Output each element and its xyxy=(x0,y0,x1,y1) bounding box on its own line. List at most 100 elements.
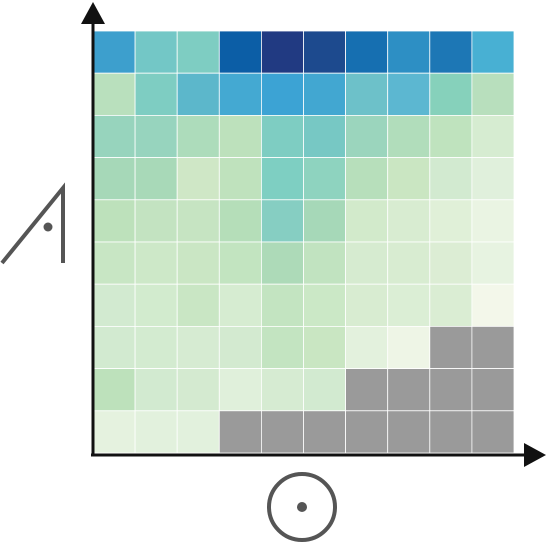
heatmap-cell xyxy=(304,73,346,115)
heatmap-cell-missing xyxy=(472,326,514,368)
heatmap-cell xyxy=(430,73,472,115)
heatmap-cell xyxy=(261,158,303,200)
heatmap-cell xyxy=(93,200,135,242)
heatmap-cell xyxy=(346,284,388,326)
heatmap-cell-missing xyxy=(346,411,388,453)
heatmap-cell xyxy=(304,326,346,368)
heatmap-cell xyxy=(135,284,177,326)
heatmap-cell xyxy=(388,200,430,242)
heatmap-cell xyxy=(219,284,261,326)
heatmap-cell xyxy=(135,242,177,284)
heatmap-cell xyxy=(219,200,261,242)
heatmap-cell xyxy=(472,284,514,326)
heatmap-cell xyxy=(388,73,430,115)
heatmap-cell xyxy=(346,31,388,73)
heatmap-cell xyxy=(261,242,303,284)
heatmap-cell xyxy=(177,158,219,200)
heatmap-cell xyxy=(177,200,219,242)
heatmap-cell-missing xyxy=(388,411,430,453)
heatmap-cell xyxy=(430,242,472,284)
heatmap-cell xyxy=(135,158,177,200)
heatmap-cell xyxy=(219,115,261,157)
heatmap-cell xyxy=(93,115,135,157)
heatmap-cell xyxy=(261,73,303,115)
heatmap-cell xyxy=(177,115,219,157)
heatmap-cell xyxy=(93,31,135,73)
y-axis-arrowhead xyxy=(81,2,105,24)
heatmap-cell xyxy=(430,115,472,157)
heatmap-cell xyxy=(135,115,177,157)
heatmap-cell xyxy=(261,115,303,157)
heatmap-cell xyxy=(472,242,514,284)
y-axis-label-icon xyxy=(2,188,63,263)
heatmap-cell xyxy=(135,326,177,368)
heatmap-cell xyxy=(135,73,177,115)
heatmap-cell xyxy=(304,369,346,411)
heatmap-cell xyxy=(261,284,303,326)
heatmap-cell xyxy=(346,326,388,368)
heatmap-cell xyxy=(472,115,514,157)
heatmap-cell xyxy=(177,369,219,411)
heatmap-cell-missing xyxy=(346,369,388,411)
heatmap-cell xyxy=(388,115,430,157)
heatmap-cell xyxy=(135,369,177,411)
heatmap-cell xyxy=(261,200,303,242)
heatmap-cell xyxy=(93,73,135,115)
heatmap-cell xyxy=(93,242,135,284)
heatmap-cell xyxy=(261,31,303,73)
heatmap-cell xyxy=(93,158,135,200)
heatmap-cell xyxy=(472,73,514,115)
heatmap-cell-missing xyxy=(261,411,303,453)
heatmap-cell-missing xyxy=(472,411,514,453)
heatmap-cell-missing xyxy=(388,369,430,411)
heatmap-cell xyxy=(219,31,261,73)
heatmap-cell-missing xyxy=(472,369,514,411)
heatmap-cell-missing xyxy=(304,411,346,453)
heatmap-cell xyxy=(261,369,303,411)
heatmap-cell xyxy=(261,326,303,368)
heatmap-cell xyxy=(430,284,472,326)
heatmap-cell xyxy=(388,158,430,200)
heatmap-cell xyxy=(430,158,472,200)
heatmap-cell xyxy=(93,411,135,453)
heatmap-cell xyxy=(304,284,346,326)
heatmap-cell xyxy=(304,115,346,157)
heatmap-cell xyxy=(219,369,261,411)
heatmap-cell xyxy=(304,242,346,284)
heatmap-cell-missing xyxy=(219,411,261,453)
heatmap-cell xyxy=(177,411,219,453)
heatmap-cell xyxy=(388,284,430,326)
x-axis-label-icon xyxy=(269,474,335,540)
heatmap-cell xyxy=(219,242,261,284)
heatmap-cell-missing xyxy=(430,326,472,368)
heatmap-cell xyxy=(135,200,177,242)
heatmap-cell xyxy=(177,31,219,73)
heatmap-cell xyxy=(135,31,177,73)
heatmap-cell xyxy=(430,31,472,73)
heatmap-cell xyxy=(346,115,388,157)
heatmap-cell xyxy=(219,326,261,368)
heatmap-cell-missing xyxy=(430,369,472,411)
heatmap-cell xyxy=(346,158,388,200)
heatmap-cell xyxy=(472,158,514,200)
heatmap-cell xyxy=(93,369,135,411)
heatmap-cell xyxy=(135,411,177,453)
heatmap-cell xyxy=(219,158,261,200)
heatmap-cell xyxy=(388,31,430,73)
heatmap-cell xyxy=(304,200,346,242)
heatmap-cell xyxy=(346,200,388,242)
heatmap-cell xyxy=(304,31,346,73)
heatmap-cell xyxy=(177,284,219,326)
heatmap-cell-missing xyxy=(430,411,472,453)
heatmap-cell xyxy=(388,326,430,368)
heatmap-cell xyxy=(472,200,514,242)
heatmap-cell xyxy=(93,326,135,368)
x-axis-arrowhead xyxy=(524,443,546,467)
heatmap-cell xyxy=(219,73,261,115)
heatmap-cell xyxy=(430,200,472,242)
heatmap-cell xyxy=(177,73,219,115)
heatmap-cell xyxy=(388,242,430,284)
heatmap-cells xyxy=(93,31,514,453)
heatmap-cell xyxy=(304,158,346,200)
